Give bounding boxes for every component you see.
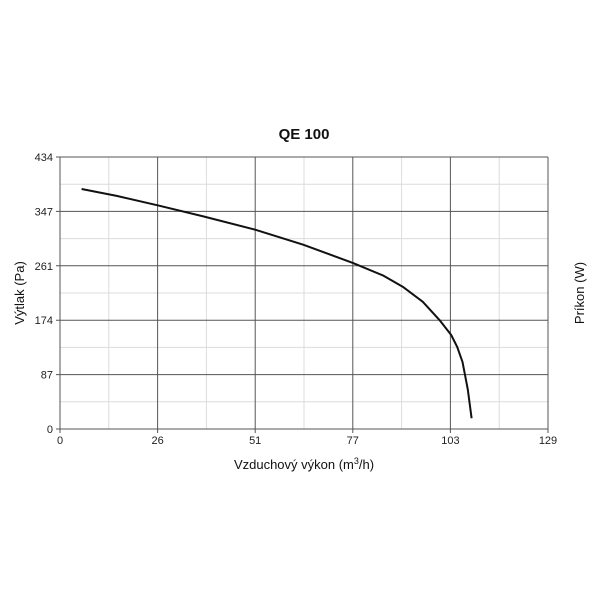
y-tick-label: 87: [41, 370, 53, 382]
x-tick-label: 26: [151, 435, 163, 447]
grid: [56, 156, 549, 433]
tick-labels: 0 26 51 77 103 129 0 87 174 261 347 434: [35, 152, 558, 447]
y2-axis-label: Príkon (W): [572, 262, 587, 324]
series-layer: [81, 188, 473, 419]
y-tick-label: 261: [35, 261, 53, 273]
y-tick-label: 434: [35, 152, 53, 164]
x-axis-label: Vzduchový výkon (m3/h): [234, 456, 374, 472]
series-line: [81, 188, 473, 419]
x-axis-label-tail: /h): [359, 457, 374, 472]
x-axis-label-sup: 3: [354, 456, 359, 466]
x-axis-label-main: Vzduchový výkon (m: [234, 457, 354, 472]
x-tick-label: 103: [441, 435, 459, 447]
x-tick-label: 129: [539, 435, 557, 447]
x-tick-label: 77: [347, 435, 359, 447]
y-axis-label: Výtlak (Pa): [12, 261, 27, 325]
y-tick-label: 174: [35, 315, 53, 327]
y-tick-label: 0: [47, 424, 53, 436]
x-tick-label: 0: [57, 435, 63, 447]
y-tick-label: 347: [35, 206, 53, 218]
x-tick-label: 51: [249, 435, 261, 447]
chart-title: QE 100: [279, 126, 330, 143]
